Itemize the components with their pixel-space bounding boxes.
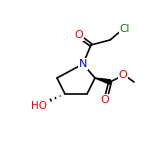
- Polygon shape: [95, 78, 111, 84]
- Text: O: O: [101, 95, 109, 105]
- Text: Cl: Cl: [120, 24, 130, 34]
- Text: N: N: [79, 59, 87, 69]
- Text: O: O: [119, 70, 127, 80]
- Text: HO: HO: [31, 101, 47, 111]
- Text: O: O: [75, 30, 83, 40]
